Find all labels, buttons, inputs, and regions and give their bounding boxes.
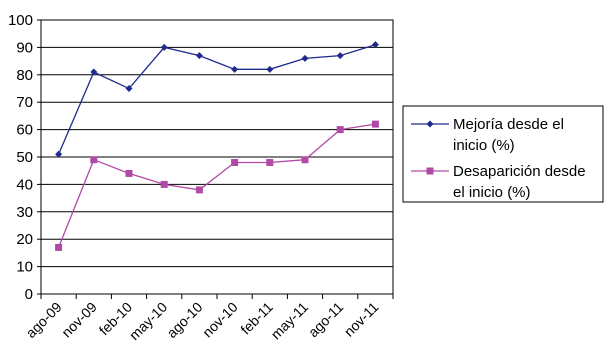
series-line [58, 44, 376, 155]
data-point [266, 65, 274, 73]
x-tick-label: may-10 [126, 299, 170, 343]
y-tick-label: 0 [25, 286, 33, 303]
data-point [231, 158, 239, 166]
y-tick-label: 50 [16, 149, 33, 166]
y-tick-label: 10 [16, 259, 33, 276]
data-point [195, 186, 203, 194]
data-point [125, 85, 133, 92]
data-point [195, 52, 203, 60]
legend-label: Mejoría desde el [453, 116, 564, 133]
x-tick-label: ago-09 [23, 299, 65, 341]
data-point [336, 126, 344, 134]
data-point [301, 54, 309, 62]
y-tick-label: 20 [16, 231, 33, 248]
data-point [336, 52, 344, 60]
data-point [90, 68, 98, 76]
data-point [55, 150, 63, 158]
y-tick-label: 30 [16, 204, 33, 221]
x-tick-label: nov-11 [341, 299, 382, 340]
data-point [160, 180, 168, 188]
data-point [301, 156, 309, 164]
legend-marker [426, 167, 434, 175]
data-point [371, 120, 379, 128]
data-point [90, 156, 98, 164]
data-point [371, 41, 379, 49]
legend-marker [426, 120, 434, 128]
data-point [266, 158, 274, 166]
legend-label: Desaparición desde [453, 163, 586, 180]
y-tick-label: 40 [16, 176, 33, 193]
y-tick-label: 90 [16, 39, 33, 56]
legend-label: el inicio (%) [453, 184, 531, 201]
data-point [125, 169, 133, 177]
x-tick-label: ago-11 [305, 299, 347, 341]
data-point [55, 243, 63, 251]
x-tick-label: nov-10 [199, 299, 241, 341]
y-tick-label: 100 [8, 12, 33, 29]
y-tick-label: 60 [16, 122, 33, 139]
series-line [57, 123, 376, 248]
x-tick-label: ago-10 [163, 299, 205, 341]
x-tick-label: nov-09 [58, 299, 100, 341]
y-tick-label: 70 [16, 94, 33, 111]
data-point [231, 65, 239, 73]
y-tick-label: 80 [16, 67, 33, 84]
legend [402, 105, 604, 203]
legend-label: inicio (%) [453, 137, 515, 154]
x-tick-label: may-11 [268, 299, 312, 343]
data-point [160, 43, 168, 51]
